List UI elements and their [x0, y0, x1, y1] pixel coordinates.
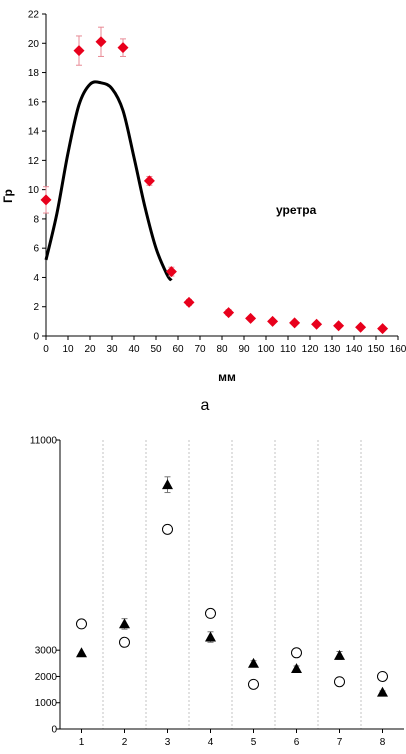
data-point-diamond: [40, 194, 52, 206]
x-tick-label: 130: [324, 344, 341, 355]
x-tick-label: 60: [172, 344, 184, 355]
data-point-triangle: [162, 479, 173, 490]
plot-b-points: [76, 476, 388, 697]
x-tick-label: 120: [302, 344, 319, 355]
x-tick-label: 70: [194, 344, 206, 355]
data-point-triangle: [119, 618, 130, 629]
y-tick-label: 22: [28, 10, 40, 21]
y-tick-label: 8: [33, 214, 39, 225]
plot-b-axes: [59, 440, 404, 730]
data-point-diamond: [311, 318, 323, 330]
x-tick-label: 150: [368, 344, 385, 355]
x-tick-label: 140: [346, 344, 363, 355]
dose-profile-chart: 0 2 4 6 8 10 12 14 16 18 20 22 0 10 20 30 40 50 60 70 80 90 10…: [1, 10, 406, 415]
x-tick-label: 4: [208, 737, 214, 748]
data-point-diamond: [333, 320, 345, 332]
data-point-triangle: [76, 647, 87, 658]
data-point-diamond: [143, 175, 155, 187]
data-point-diamond: [289, 317, 301, 329]
x-tick-label: 100: [258, 344, 275, 355]
y-tick-label: 1000: [35, 698, 58, 709]
data-point-triangle: [205, 631, 216, 642]
x-tick-label: 40: [128, 344, 140, 355]
data-point-circle: [76, 618, 87, 630]
data-point-diamond: [245, 312, 257, 324]
data-point-diamond: [165, 266, 177, 278]
y-tick-label: 18: [28, 68, 40, 79]
x-tick-label: 8: [380, 737, 386, 748]
plot-a-axes: [45, 14, 398, 337]
plot-b-grid: [102, 440, 362, 729]
y-tick-label: 12: [28, 156, 40, 167]
data-point-diamond: [267, 315, 279, 327]
x-tick-label: 30: [106, 344, 118, 355]
data-point-circle: [162, 523, 173, 535]
data-point-diamond: [377, 323, 389, 335]
y-tick-label: 0: [33, 332, 39, 343]
y-tick-label: 6: [33, 244, 39, 255]
data-point-diamond: [183, 296, 195, 308]
x-tick-label: 160: [390, 344, 406, 355]
x-tick-label: 2: [122, 737, 128, 748]
x-tick-label: 80: [216, 344, 228, 355]
data-point-triangle: [334, 649, 345, 660]
data-point-circle: [291, 647, 302, 659]
y-tick-label: 2000: [35, 672, 58, 683]
data-point-diamond: [117, 42, 129, 54]
x-tick-label: 5: [251, 737, 257, 748]
x-tick-label: 7: [337, 737, 343, 748]
data-point-diamond: [223, 307, 235, 319]
data-point-circle: [248, 678, 259, 690]
y-tick-label: 3000: [35, 646, 58, 657]
data-point-diamond: [73, 45, 85, 57]
y-tick-label: 16: [28, 97, 40, 108]
x-tick-label: 1: [79, 737, 85, 748]
y-tick-label: 2: [33, 302, 39, 313]
data-point-diamond: [95, 36, 107, 48]
x-tick-label: 50: [150, 344, 162, 355]
data-point-circle: [334, 676, 345, 688]
data-point-triangle: [248, 657, 259, 668]
fit-curve-line: [44, 80, 173, 282]
x-tick-label: 110: [280, 344, 296, 355]
y-tick-label: 0: [51, 725, 57, 736]
y-axis-title: Гр: [1, 189, 15, 203]
y-tick-label: 14: [28, 127, 40, 138]
x-tick-label: 0: [43, 344, 49, 355]
x-tick-label: 10: [62, 344, 74, 355]
plot-a-curve: [44, 80, 173, 282]
data-point-diamond: [355, 321, 367, 333]
y-tick-label: 11000: [30, 436, 58, 447]
y-tick-label: 20: [28, 39, 40, 50]
data-point-circle: [377, 670, 388, 682]
data-point-triangle: [377, 686, 388, 697]
x-tick-label: 90: [238, 344, 250, 355]
x-tick-label: 3: [165, 737, 171, 748]
x-tick-label: 6: [294, 737, 300, 748]
x-tick-label: 20: [84, 344, 96, 355]
data-point-circle: [205, 607, 216, 619]
data-point-triangle: [291, 663, 302, 673]
plot-a-points: [40, 26, 389, 335]
y-tick-label: 10: [28, 185, 40, 196]
urethra-annotation: уретра: [276, 203, 317, 217]
plot-b-ticks: 0 1000 2000 3000 11000 1 2 3 4 5 6 7 8: [30, 436, 386, 749]
plot-a-ticks: 0 2 4 6 8 10 12 14 16 18 20 22 0 10 20 30 40 50 60 70 80 90 10…: [28, 10, 406, 356]
x-axis-title: мм: [218, 370, 236, 384]
data-point-circle: [119, 636, 130, 648]
category-scatter-chart: 0 1000 2000 3000 11000 1 2 3 4 5 6 7 8: [30, 436, 404, 749]
panel-label-a: а: [201, 397, 210, 414]
y-tick-label: 4: [33, 273, 39, 284]
